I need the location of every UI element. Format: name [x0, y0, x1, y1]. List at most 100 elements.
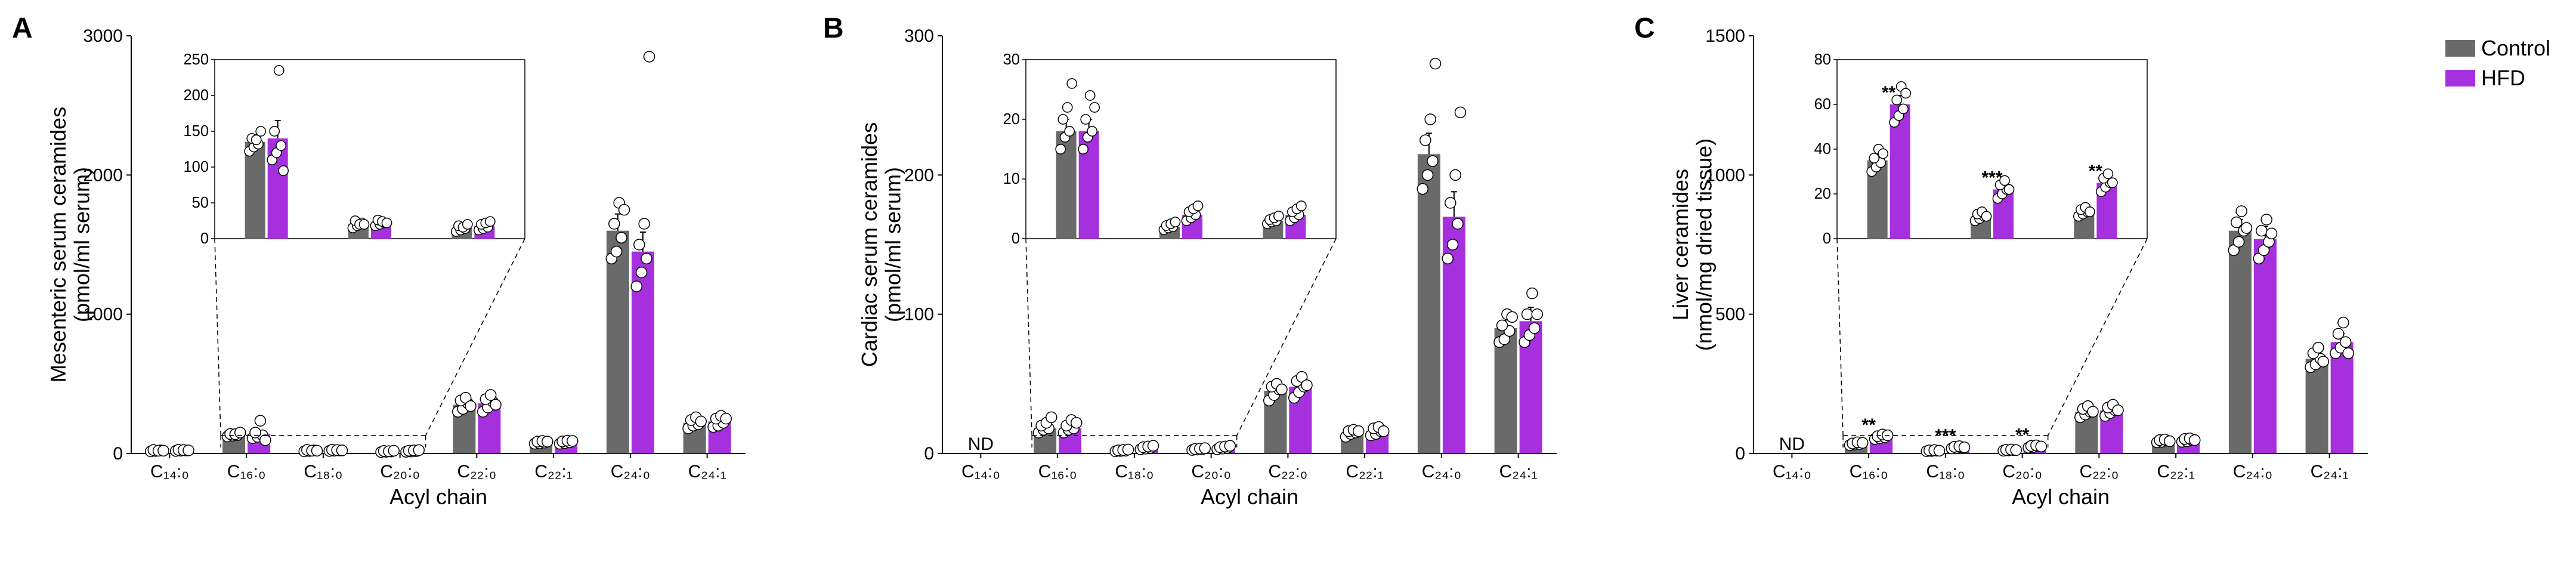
significance-stars: ** [2089, 161, 2103, 181]
data-point [1898, 104, 1908, 113]
inset-y-tick-label: 50 [192, 195, 209, 211]
x-tick-label: C₁₈:₀ [1926, 462, 1965, 482]
y-tick-label: 0 [1735, 444, 1745, 464]
data-point [1065, 126, 1074, 136]
legend-item: HFD [2445, 66, 2550, 91]
data-point [1199, 443, 1210, 453]
x-tick-label: C₁₈:₀ [1115, 462, 1154, 482]
inset-y-tick-label: 20 [1814, 186, 1831, 202]
data-point [2004, 184, 2014, 194]
data-point [2113, 405, 2123, 416]
data-point [1123, 444, 1134, 455]
inset-y-tick-label: 0 [1012, 230, 1020, 247]
data-point [1148, 440, 1159, 451]
data-point [1450, 169, 1461, 180]
inset-connector [1026, 239, 1032, 436]
inset-y-tick-label: 10 [1003, 171, 1020, 187]
bar-hfd [2254, 239, 2277, 453]
data-point [2085, 207, 2095, 217]
x-tick-label: C₂₀:₀ [2002, 462, 2042, 482]
data-point [2231, 217, 2242, 228]
inset-y-tick-label: 200 [183, 87, 209, 104]
figure-row: A0100020003000Mesenteric serum ceramides… [12, 12, 2564, 549]
nd-label: ND [968, 434, 994, 454]
data-point [1046, 412, 1057, 422]
legend-swatch [2445, 70, 2475, 87]
data-point [2234, 236, 2244, 247]
data-point [183, 445, 194, 456]
x-tick-label: C₂₄:₀ [611, 462, 650, 482]
bar-control [245, 142, 265, 239]
data-point [1532, 309, 1542, 320]
bar-hfd [1443, 217, 1465, 453]
x-tick-label: C₂₀:₀ [1191, 462, 1231, 482]
y-tick-label: 200 [904, 165, 934, 185]
data-point [1448, 239, 1458, 250]
data-point [2164, 436, 2175, 446]
data-point [252, 135, 261, 144]
inset-connector [215, 239, 221, 436]
bar-control [2229, 231, 2252, 453]
data-point [1170, 217, 1180, 227]
x-tick-label: C₁₆:₀ [1038, 462, 1077, 482]
data-point [270, 126, 279, 136]
data-point [1529, 323, 1540, 334]
data-point [2256, 226, 2267, 236]
legend-swatch [2445, 40, 2475, 57]
data-point [2313, 342, 2324, 353]
bar-control [1418, 154, 1440, 453]
data-point [1078, 144, 1088, 154]
data-point [235, 427, 246, 438]
data-point [1527, 288, 1538, 299]
inset-y-tick-label: 150 [183, 123, 209, 140]
data-point [1301, 380, 1312, 391]
inset-y-tick-label: 60 [1814, 96, 1831, 113]
inset-connector [2048, 239, 2147, 436]
data-point [1056, 144, 1065, 154]
y-tick-label: 0 [113, 444, 123, 464]
data-point [2333, 328, 2344, 339]
data-point [2088, 406, 2098, 417]
x-tick-label: C₂₂:₀ [1269, 462, 1308, 482]
panel-C: C050010001500Liver ceramides(nmol/mg dri… [1634, 12, 2410, 549]
data-point [1959, 442, 1970, 453]
x-axis-label: Acyl chain [389, 484, 487, 509]
data-point [1071, 418, 1082, 428]
data-point [1067, 79, 1077, 88]
data-point [1430, 58, 1441, 69]
data-point [1452, 218, 1463, 229]
data-point [2190, 435, 2200, 446]
data-point [2103, 169, 2113, 178]
x-tick-label: C₂₂:₁ [2157, 462, 2194, 482]
data-point [250, 427, 261, 438]
x-tick-label: C₂₂:₁ [534, 462, 572, 482]
x-axis-label: Acyl chain [1201, 484, 1298, 509]
data-point [1378, 426, 1389, 437]
data-point [1522, 309, 1533, 320]
inset-y-tick-label: 30 [1003, 51, 1020, 68]
panel-A: A0100020003000Mesenteric serum ceramides… [12, 12, 787, 549]
data-point [542, 436, 553, 447]
data-point [1878, 149, 1888, 158]
data-point [276, 141, 286, 150]
data-point [1224, 440, 1235, 451]
data-point [644, 51, 655, 62]
data-point [1297, 201, 1306, 211]
chart-svg: 0100020003000Mesenteric serum ceramides(… [42, 18, 781, 543]
data-point [279, 166, 288, 175]
x-tick-label: C₁₄:₀ [1773, 462, 1811, 482]
significance-stars: ** [1882, 83, 1896, 103]
chart-svg: 0100200300Cardiac serum ceramides(pmol/m… [853, 18, 1592, 543]
inset-plot: 0 10 20 30 [1003, 51, 1336, 247]
data-point [639, 218, 650, 229]
data-point [1934, 445, 1945, 456]
inset-plot: 020406080******* [1814, 51, 2147, 247]
data-point [2343, 348, 2354, 359]
data-point [2236, 206, 2247, 217]
x-tick-label: C₁₄:₀ [961, 462, 1000, 482]
inset-y-tick-label: 20 [1003, 111, 1020, 128]
data-point [720, 413, 731, 424]
data-point [485, 390, 496, 400]
data-point [1425, 114, 1436, 125]
data-point [2108, 178, 2117, 187]
